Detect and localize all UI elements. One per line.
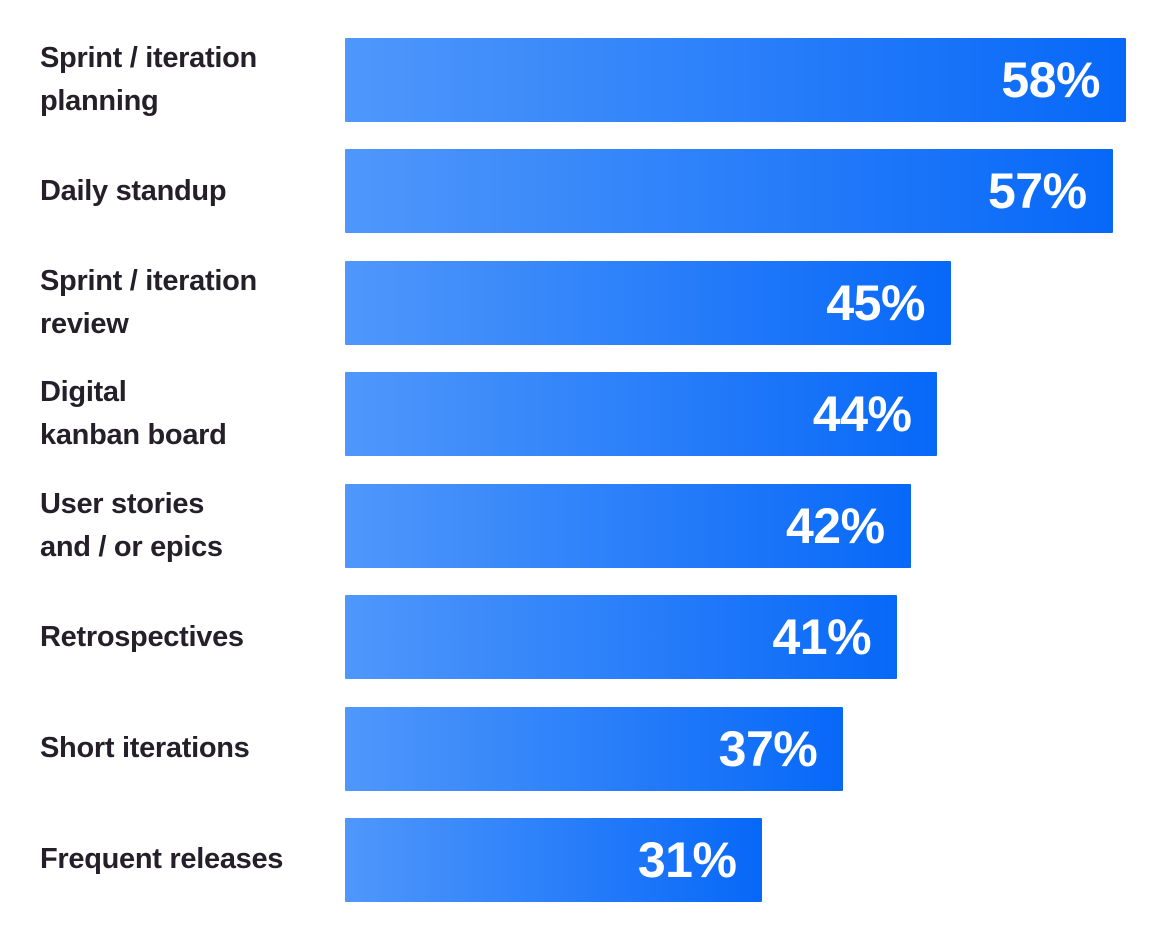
chart-row: Daily standup 57%	[0, 149, 1166, 234]
category-label: Retrospectives	[40, 620, 244, 653]
bar: 45%	[345, 260, 951, 345]
category-label: Sprint / iteration planning	[40, 42, 257, 117]
chart-row: Retrospectives 41%	[0, 595, 1166, 680]
bar: 31%	[345, 817, 763, 902]
chart-row: Sprint / iteration review 45%	[0, 260, 1166, 345]
bar: 58%	[345, 38, 1126, 122]
category-label: Sprint / iteration review	[40, 264, 257, 340]
bar-track: 45%	[345, 260, 1126, 345]
bar: 41%	[345, 595, 898, 680]
bar-track: 42%	[345, 483, 1126, 568]
category-label: Digital kanban board	[40, 376, 227, 452]
category-label: User stories and / or epics	[40, 487, 223, 563]
bar: 37%	[345, 706, 844, 791]
bar: 44%	[345, 372, 938, 457]
value-label: 42%	[785, 497, 885, 554]
value-label: 58%	[1001, 52, 1100, 108]
value-label: 31%	[637, 831, 737, 888]
bar-track: 31%	[345, 817, 1126, 902]
value-label: 57%	[987, 163, 1087, 220]
value-label: 41%	[772, 609, 872, 666]
value-label: 44%	[812, 386, 912, 443]
bar: 57%	[345, 149, 1113, 234]
category-label: Daily standup	[40, 174, 227, 207]
category-label: Short iterations	[40, 732, 250, 765]
chart-row: Sprint / iteration planning 58%	[0, 38, 1166, 122]
bar-track: 58%	[345, 38, 1126, 122]
chart-row: Digital kanban board 44%	[0, 372, 1166, 457]
chart-row: Frequent releases 31%	[0, 817, 1166, 902]
bar-track: 44%	[345, 372, 1126, 457]
bar-track: 57%	[345, 149, 1126, 234]
chart-row: Short iterations 37%	[0, 706, 1166, 791]
bar-track: 37%	[345, 706, 1126, 791]
chart-row: User stories and / or epics 42%	[0, 483, 1166, 568]
category-label: Frequent releases	[40, 843, 284, 876]
bar-track: 41%	[345, 595, 1126, 680]
bar: 42%	[345, 483, 911, 568]
value-label: 45%	[826, 274, 925, 331]
value-label: 37%	[718, 720, 818, 777]
